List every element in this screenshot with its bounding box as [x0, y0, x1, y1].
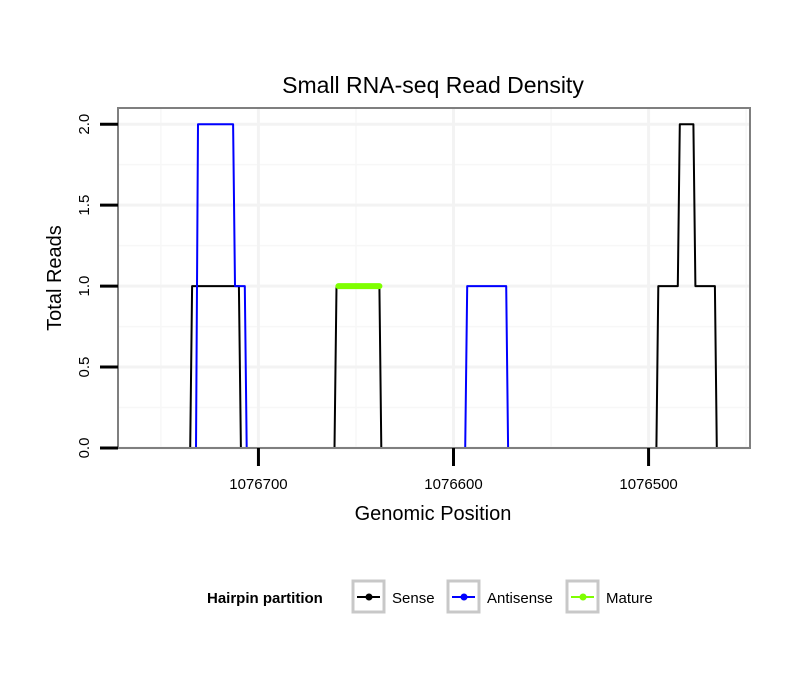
y-tick-label: 1.0: [76, 276, 93, 297]
legend-title: Hairpin partition: [207, 590, 323, 607]
y-tick-label: 0.0: [76, 438, 93, 459]
x-axis-title: Genomic Position: [355, 503, 512, 525]
legend-item-mature: Mature: [565, 579, 653, 614]
x-axis: 1076700 1076600 1076500: [229, 448, 678, 493]
legend-point-mature: [579, 593, 587, 601]
legend-item-sense: Sense: [351, 579, 435, 614]
legend-item-antisense: Antisense: [446, 579, 553, 614]
y-tick-label: 2.0: [76, 114, 93, 135]
y-axis-title: Total Reads: [44, 225, 66, 331]
legend-point-sense: [365, 593, 373, 601]
plot-panel: [118, 108, 750, 448]
legend-label-sense: Sense: [392, 590, 435, 607]
x-tick-label: 1076600: [424, 476, 482, 493]
plot-border: [117, 107, 751, 449]
series-line-antisense: [147, 123, 739, 449]
minor-grid: [118, 108, 750, 448]
legend-point-antisense: [460, 593, 468, 601]
chart-title: Small RNA-seq Read Density: [282, 72, 584, 98]
legend: Hairpin partition Sense Antisense Mature: [207, 579, 653, 614]
y-tick-label: 0.5: [76, 357, 93, 378]
legend-label-mature: Mature: [606, 590, 653, 607]
legend-label-antisense: Antisense: [487, 590, 553, 607]
x-tick-label: 1076500: [619, 476, 677, 493]
x-tick-label: 1076700: [229, 476, 287, 493]
y-axis: 0.0 0.5 1.0 1.5 2.0: [76, 114, 118, 459]
y-tick-label: 1.5: [76, 195, 93, 216]
